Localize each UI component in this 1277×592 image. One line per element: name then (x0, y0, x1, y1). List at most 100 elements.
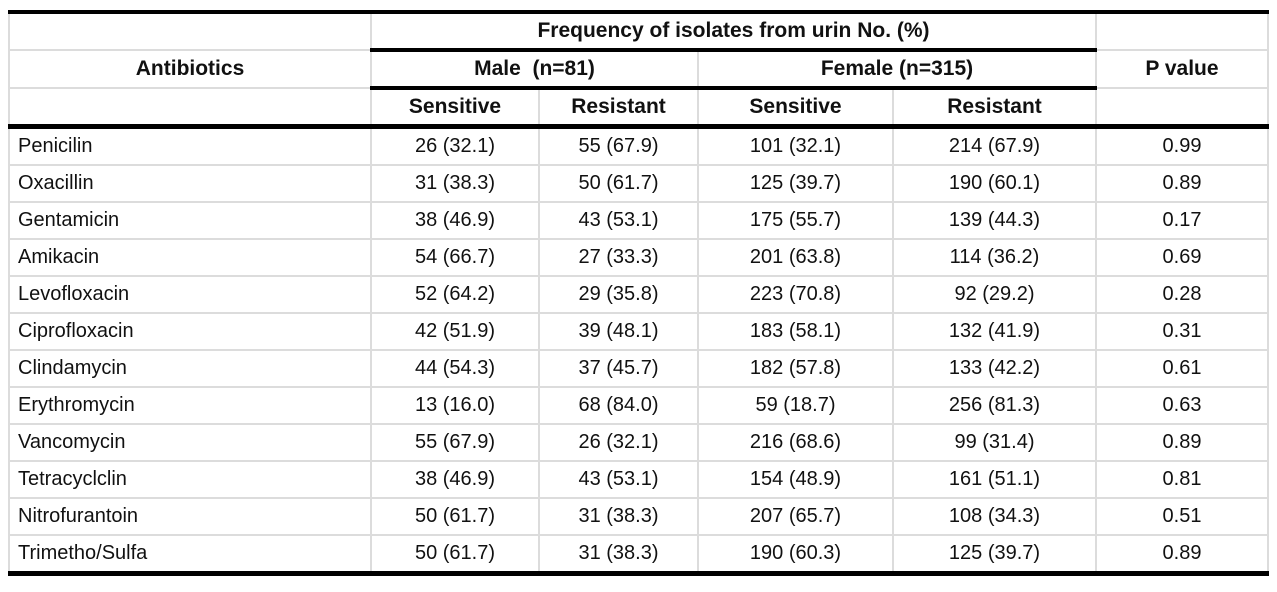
p-value-cell: 0.81 (1095, 460, 1269, 499)
female-sensitive-cell: 190 (60.3) (697, 534, 894, 576)
p-value-cell: 0.63 (1095, 386, 1269, 425)
female-sensitive-cell: 216 (68.6) (697, 423, 894, 462)
p-value-cell: 0.89 (1095, 534, 1269, 576)
p-value-cell: 0.89 (1095, 164, 1269, 203)
female-resistant-cell: 114 (36.2) (892, 238, 1097, 277)
female-resistant-cell: 133 (42.2) (892, 349, 1097, 388)
antibiotics-column-header: Antibiotics (8, 49, 372, 89)
antibiotic-name-cell: Gentamicin (8, 201, 372, 240)
table-row: Erythromycin 13 (16.0) 68 (84.0) 59 (18.7) 2… (8, 386, 1269, 425)
antibiotic-name-cell: Erythromycin (8, 386, 372, 425)
p-value-cell: 0.17 (1095, 201, 1269, 240)
table-row: Amikacin 54 (66.7) 27 (33.3) 201 (63.8) 114 … (8, 238, 1269, 277)
male-resistant-cell: 43 (53.1) (538, 201, 699, 240)
antibiotic-name-cell: Oxacillin (8, 164, 372, 203)
female-sensitive-cell: 201 (63.8) (697, 238, 894, 277)
female-resistant-cell: 214 (67.9) (892, 125, 1097, 166)
male-sensitive-cell: 44 (54.3) (370, 349, 540, 388)
table-row: Ciprofloxacin 42 (51.9) 39 (48.1) 183 (58.1… (8, 312, 1269, 351)
antibiotics-header-cell-bottom (8, 87, 372, 129)
table-row: Clindamycin 44 (54.3) 37 (45.7) 182 (57.8) 1… (8, 349, 1269, 388)
p-value-cell: 0.61 (1095, 349, 1269, 388)
p-value-header-cell-bottom (1095, 87, 1269, 129)
table-row: Oxacillin 31 (38.3) 50 (61.7) 125 (39.7) 190… (8, 164, 1269, 203)
header-row-frequency: Frequency of isolates from urin No. (%) (8, 10, 1269, 52)
male-resistant-cell: 27 (33.3) (538, 238, 699, 277)
antibiotic-name-cell: Amikacin (8, 238, 372, 277)
female-group-header: Female (n=315) (697, 49, 1097, 90)
antibiotic-name-cell: Trimetho/Sulfa (8, 534, 372, 576)
antibiotic-sensitivity-table: Frequency of isolates from urin No. (%) … (8, 10, 1269, 576)
male-sensitive-cell: 13 (16.0) (370, 386, 540, 425)
female-resistant-cell: 190 (60.1) (892, 164, 1097, 203)
female-sensitive-cell: 154 (48.9) (697, 460, 894, 499)
male-resistant-cell: 37 (45.7) (538, 349, 699, 388)
table-row: Penicilin 26 (32.1) 55 (67.9) 101 (32.1) 214… (8, 125, 1269, 166)
male-sensitive-cell: 42 (51.9) (370, 312, 540, 351)
male-sensitive-cell: 38 (46.9) (370, 460, 540, 499)
male-sensitive-cell: 52 (64.2) (370, 275, 540, 314)
male-sensitive-cell: 50 (61.7) (370, 497, 540, 536)
male-sensitive-cell: 55 (67.9) (370, 423, 540, 462)
p-value-cell: 0.51 (1095, 497, 1269, 536)
male-sensitive-cell: 26 (32.1) (370, 125, 540, 166)
p-value-cell: 0.31 (1095, 312, 1269, 351)
antibiotic-name-cell: Vancomycin (8, 423, 372, 462)
male-resistant-cell: 31 (38.3) (538, 497, 699, 536)
female-resistant-cell: 92 (29.2) (892, 275, 1097, 314)
male-resistant-cell: 43 (53.1) (538, 460, 699, 499)
female-resistant-cell: 139 (44.3) (892, 201, 1097, 240)
female-resistant-cell: 108 (34.3) (892, 497, 1097, 536)
female-resistant-cell: 125 (39.7) (892, 534, 1097, 576)
male-sensitive-header: Sensitive (370, 87, 540, 129)
p-value-column-header: P value (1095, 49, 1269, 89)
female-sensitive-cell: 125 (39.7) (697, 164, 894, 203)
female-resistant-cell: 256 (81.3) (892, 386, 1097, 425)
p-value-cell: 0.89 (1095, 423, 1269, 462)
p-value-cell: 0.99 (1095, 125, 1269, 166)
female-resistant-cell: 99 (31.4) (892, 423, 1097, 462)
antibiotic-name-cell: Penicilin (8, 125, 372, 166)
p-value-cell: 0.69 (1095, 238, 1269, 277)
antibiotic-name-cell: Clindamycin (8, 349, 372, 388)
table-row: Tetracyclclin 38 (46.9) 43 (53.1) 154 (48.9… (8, 460, 1269, 499)
antibiotic-name-cell: Ciprofloxacin (8, 312, 372, 351)
male-sensitive-cell: 38 (46.9) (370, 201, 540, 240)
female-resistant-cell: 161 (51.1) (892, 460, 1097, 499)
male-resistant-cell: 31 (38.3) (538, 534, 699, 576)
female-resistant-cell: 132 (41.9) (892, 312, 1097, 351)
female-sensitive-cell: 175 (55.7) (697, 201, 894, 240)
male-resistant-cell: 68 (84.0) (538, 386, 699, 425)
male-resistant-header: Resistant (538, 87, 699, 129)
table-row: Vancomycin 55 (67.9) 26 (32.1) 216 (68.6) 99… (8, 423, 1269, 462)
header-row-sensitivity: Sensitive Resistant Sensitive Resistant (8, 87, 1269, 129)
table-header: Frequency of isolates from urin No. (%) … (8, 10, 1269, 129)
table-row: Trimetho/Sulfa 50 (61.7) 31 (38.3) 190 (60.… (8, 534, 1269, 576)
table-row: Nitrofurantoin 50 (61.7) 31 (38.3) 207 (65.… (8, 497, 1269, 536)
antibiotic-name-cell: Levofloxacin (8, 275, 372, 314)
antibiotic-name-cell: Tetracyclclin (8, 460, 372, 499)
female-sensitive-cell: 101 (32.1) (697, 125, 894, 166)
male-group-header: Male (n=81) (370, 49, 699, 90)
female-sensitive-cell: 223 (70.8) (697, 275, 894, 314)
male-resistant-cell: 26 (32.1) (538, 423, 699, 462)
male-sensitive-cell: 50 (61.7) (370, 534, 540, 576)
table-body: Penicilin 26 (32.1) 55 (67.9) 101 (32.1) 214… (8, 125, 1269, 576)
female-sensitive-cell: 183 (58.1) (697, 312, 894, 351)
male-resistant-cell: 55 (67.9) (538, 125, 699, 166)
female-resistant-header: Resistant (892, 87, 1097, 129)
female-sensitive-cell: 182 (57.8) (697, 349, 894, 388)
header-row-sex: Antibiotics Male (n=81) Female (n=315) P… (8, 49, 1269, 90)
male-sensitive-cell: 31 (38.3) (370, 164, 540, 203)
frequency-header: Frequency of isolates from urin No. (%) (370, 10, 1097, 52)
male-sensitive-cell: 54 (66.7) (370, 238, 540, 277)
female-sensitive-header: Sensitive (697, 87, 894, 129)
p-value-header-cell-top (1095, 10, 1269, 51)
table-row: Levofloxacin 52 (64.2) 29 (35.8) 223 (70.8)… (8, 275, 1269, 314)
male-resistant-cell: 29 (35.8) (538, 275, 699, 314)
female-sensitive-cell: 207 (65.7) (697, 497, 894, 536)
antibiotic-name-cell: Nitrofurantoin (8, 497, 372, 536)
male-resistant-cell: 39 (48.1) (538, 312, 699, 351)
antibiotics-header-cell-top (8, 10, 372, 51)
p-value-cell: 0.28 (1095, 275, 1269, 314)
